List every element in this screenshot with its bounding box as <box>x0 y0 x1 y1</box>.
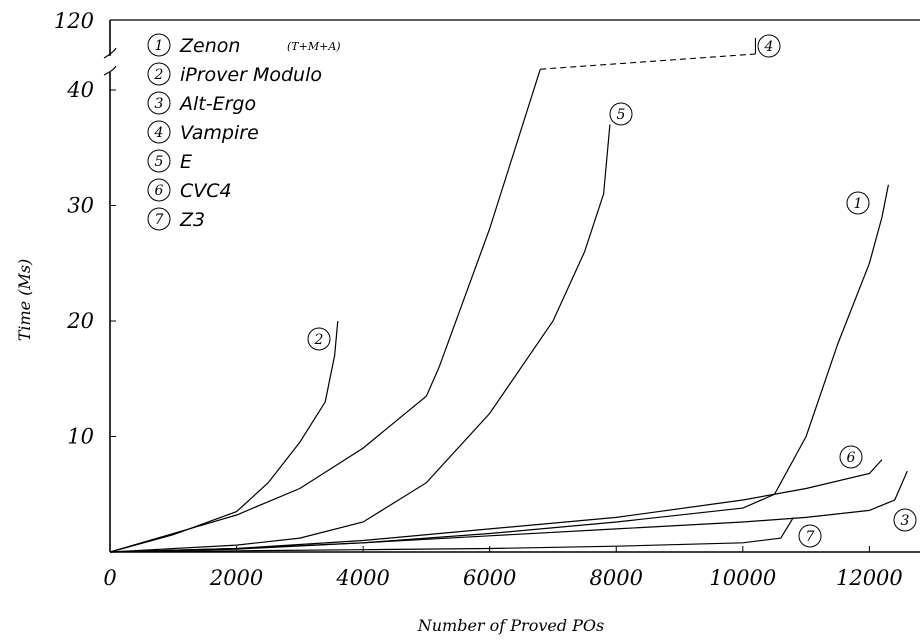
x-tick-label: 12000 <box>836 566 903 590</box>
legend-entry-1: Zenon <box>179 35 240 57</box>
curve-markers: 2 4 5 1 6 3 7 <box>307 34 917 548</box>
x-tick-label: 0 <box>103 566 116 590</box>
y-tick-label: 30 <box>67 194 94 218</box>
legend-number-6: 6 <box>155 183 164 199</box>
curve-marker-label-7: 7 <box>806 529 815 545</box>
curve-marker-circle-2 <box>307 327 331 351</box>
series-break-dashed-4 <box>540 53 756 70</box>
series-line-5 <box>109 124 611 553</box>
legend-number-7: 7 <box>155 212 164 228</box>
legend-circle-4 <box>147 120 171 144</box>
x-tick-label: 2000 <box>209 566 263 590</box>
x-tick-label: 6000 <box>463 566 516 590</box>
axis-break-mark-lower <box>103 65 117 76</box>
curve-marker-label-3: 3 <box>901 513 910 529</box>
y-tick-label: 10 <box>67 425 94 449</box>
legend-qualifier-1: (T+M+A) <box>287 40 341 53</box>
legend-entry-2: iProver Modulo <box>180 64 322 86</box>
series-line-7 <box>109 517 794 553</box>
series-lines <box>109 38 908 553</box>
legend-circle-2 <box>147 62 171 86</box>
x-tick-label: 10000 <box>709 566 776 590</box>
series-line-2 <box>109 320 339 553</box>
legend-number-2: 2 <box>154 67 164 83</box>
legend-entry-6: CVC4 <box>180 180 232 202</box>
legend-circle-1 <box>147 33 171 57</box>
series-line-6 <box>109 459 883 553</box>
curve-marker-circle-4 <box>757 34 781 58</box>
series-line-3 <box>109 470 908 553</box>
curve-marker-label-5: 5 <box>617 107 626 123</box>
curve-marker-label-1: 1 <box>854 196 863 212</box>
legend-circle-6 <box>147 178 171 202</box>
curve-marker-circle-7 <box>798 524 822 548</box>
y-tick-label: 40 <box>66 78 94 102</box>
curve-marker-label-6: 6 <box>847 450 856 466</box>
y-axis-label: Time (Ms) <box>15 259 34 342</box>
x-axis-label: Number of Proved POs <box>417 616 605 635</box>
x-tick-label: 4000 <box>335 566 389 590</box>
legend: 1 Zenon (T+M+A) 2 iProver Modulo 3 Alt-Ergo 4 Va… <box>147 33 341 231</box>
curve-marker-circle-5 <box>609 102 633 126</box>
legend-entry-5: E <box>180 151 192 173</box>
legend-number-5: 5 <box>155 154 164 170</box>
curve-marker-circle-1 <box>846 191 870 215</box>
curve-marker-label-2: 2 <box>314 332 324 348</box>
series-line-4 <box>109 69 541 553</box>
curve-marker-label-4: 4 <box>764 39 774 55</box>
legend-circle-5 <box>147 149 171 173</box>
axis-break-mark-upper <box>103 47 117 59</box>
x-tick-label: 8000 <box>590 566 643 590</box>
legend-entry-7: Z3 <box>179 209 205 231</box>
curve-marker-circle-6 <box>839 445 863 469</box>
tick-labels: 0 2000 4000 6000 8000 10000 12000 10 20 30 40 120 <box>54 9 903 590</box>
legend-entry-4: Vampire <box>180 122 259 144</box>
axes <box>103 19 920 553</box>
y-tick-label: 20 <box>66 309 94 333</box>
legend-number-4: 4 <box>154 125 164 141</box>
series-line-1 <box>109 184 889 553</box>
legend-number-3: 3 <box>155 96 164 112</box>
legend-number-1: 1 <box>155 38 164 54</box>
legend-circle-3 <box>147 91 171 115</box>
curve-marker-circle-3 <box>893 508 917 532</box>
y-tick-label-break: 120 <box>54 9 94 33</box>
legend-circle-7 <box>147 207 171 231</box>
legend-entry-3: Alt-Ergo <box>178 93 256 115</box>
